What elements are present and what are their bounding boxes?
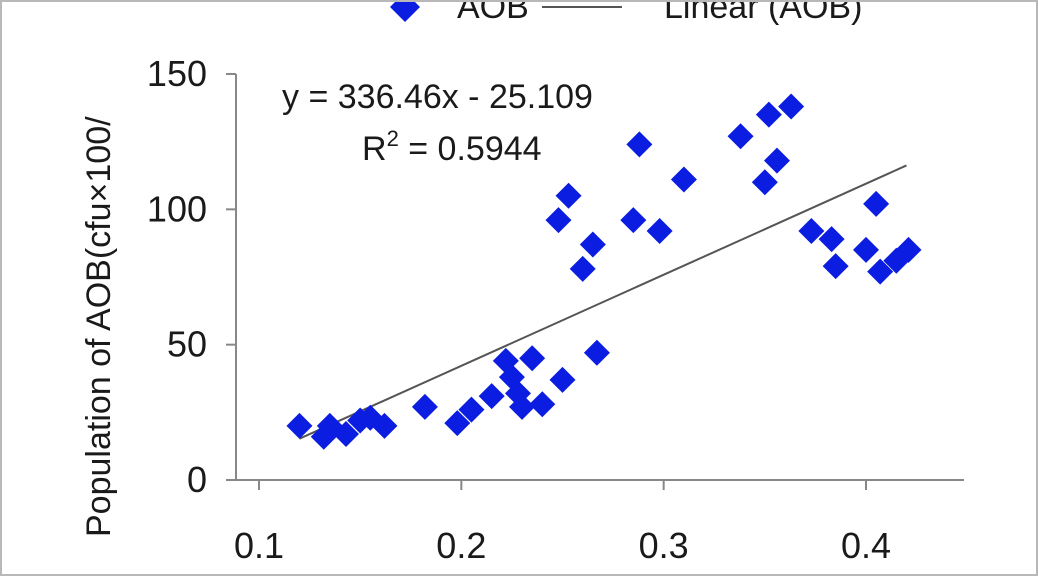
- legend: AOB Linear (AOB): [390, 2, 862, 26]
- data-point: [371, 412, 398, 439]
- data-point: [529, 391, 556, 418]
- y-tick-label: 0: [187, 459, 207, 500]
- legend-marker-aob: [390, 2, 420, 22]
- data-point: [583, 339, 610, 366]
- y-tick-label: 100: [147, 188, 207, 229]
- legend-label-linear: Linear (AOB): [664, 2, 862, 26]
- r-squared-superscript: 2: [387, 126, 399, 151]
- y-tick-label: 150: [147, 53, 207, 94]
- y-ticks: 0 50 100 150: [147, 53, 236, 500]
- data-point: [751, 169, 778, 196]
- data-point: [569, 255, 596, 282]
- y-axis-label: Population of AOB(cfu×100/: [80, 116, 118, 537]
- data-point: [509, 393, 536, 420]
- data-point: [444, 410, 471, 437]
- data-point: [883, 247, 910, 274]
- data-point: [727, 123, 754, 150]
- x-ticks: 0.1 0.2 0.3 0.4: [234, 480, 891, 566]
- data-point: [670, 166, 697, 193]
- data-point: [818, 226, 845, 253]
- x-tick-label: 0.4: [841, 525, 891, 566]
- data-point: [853, 236, 879, 263]
- data-point: [458, 396, 485, 423]
- x-tick-label: 0.3: [639, 525, 689, 566]
- data-point: [895, 236, 922, 263]
- data-point: [411, 393, 438, 420]
- data-point: [798, 217, 825, 244]
- legend-label-aob: AOB: [457, 2, 529, 26]
- r-squared-annotation: R2 = 0.5944: [362, 126, 542, 168]
- series-aob-points: [286, 93, 922, 450]
- data-point: [778, 93, 805, 120]
- x-tick-label: 0.1: [234, 525, 284, 566]
- data-point: [763, 147, 790, 174]
- data-point: [498, 364, 525, 391]
- data-point: [620, 207, 647, 234]
- x-tick-label: 0.2: [436, 525, 486, 566]
- y-tick-label: 50: [167, 324, 207, 365]
- trendline-linear-aob: [299, 164, 907, 440]
- data-point: [549, 366, 576, 393]
- r-squared-label: R: [362, 130, 387, 168]
- trendline-equation: y = 336.46x - 25.109: [282, 78, 593, 116]
- data-point: [755, 101, 782, 128]
- data-point: [286, 412, 313, 439]
- r-squared-value: = 0.5944: [399, 130, 542, 168]
- data-point: [867, 258, 894, 285]
- data-point: [646, 217, 673, 244]
- data-point: [545, 207, 572, 234]
- data-point: [579, 231, 606, 258]
- data-point: [822, 253, 849, 280]
- data-point: [555, 182, 582, 209]
- data-point: [478, 383, 505, 410]
- data-point: [626, 131, 653, 158]
- data-point: [863, 190, 890, 217]
- data-point: [333, 420, 360, 447]
- data-point: [519, 345, 546, 372]
